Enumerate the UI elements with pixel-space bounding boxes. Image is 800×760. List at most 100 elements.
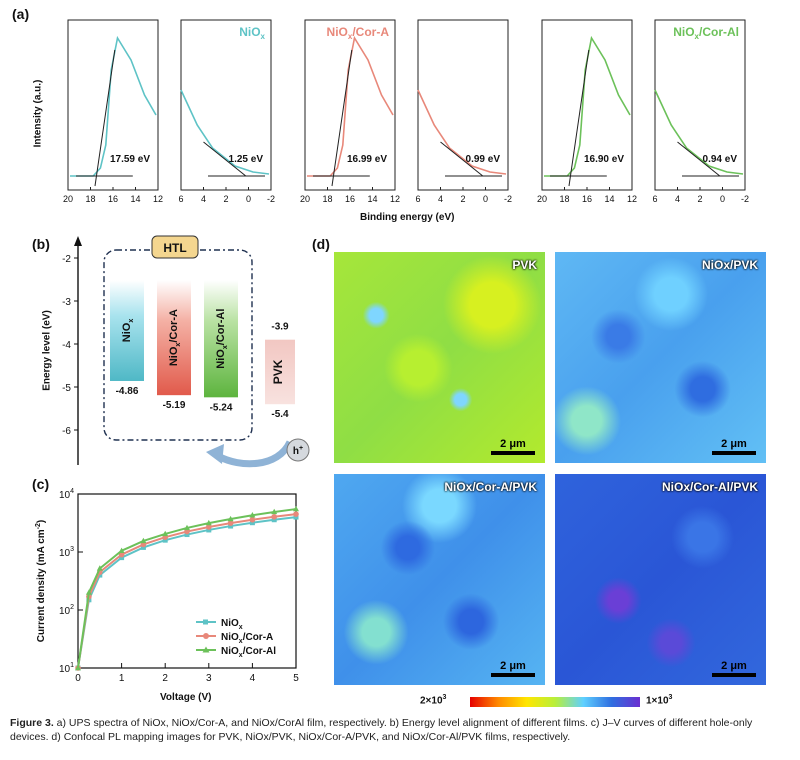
ups-curve [180,89,270,175]
jv-series-line [77,516,297,669]
jv-point [85,589,92,595]
ups-value-label: 16.99 eV [347,154,387,165]
ups-value-label: 0.94 eV [703,154,738,165]
ups-tick-label: 0 [246,194,251,204]
scale-bar: 2 μm [712,660,756,677]
ups-tick-label: 14 [130,194,140,204]
energy-bar [204,280,238,398]
energy-tick-label: -6 [62,426,71,437]
pvk-bar [265,339,295,405]
jv-point [249,520,255,526]
ups-curve [307,35,394,177]
ups-tick-label: 4 [675,194,680,204]
ups-tick-label: 20 [300,194,310,204]
ups-title: NiOx [239,25,265,41]
figure-caption: Figure 3. a) UPS spectra of NiOx, NiOx/C… [10,717,753,743]
ups-tick-label: 12 [627,194,637,204]
ups-fit-line [440,141,484,177]
ups-curve [70,35,157,177]
jv-point [96,565,103,571]
energy-bar-label: NiOx/Cor-A [168,309,182,366]
energy-bar-value: -5.24 [210,402,233,413]
jv-point [293,505,299,512]
ups-tick-label: 6 [178,194,183,204]
ups-tick-label: 20 [537,194,547,204]
ups-subplot: 6 4 2 0 -2 0.94 eV NiOx/Cor-Al [652,19,749,204]
ups-title: NiOx/Cor-Al [673,25,739,41]
jv-point [184,524,190,531]
pvk-label: PVK [271,359,285,384]
energy-tick-label: -5 [62,383,71,394]
ups-subplot: 20 18 16 14 12 17.59 eV [63,19,163,204]
ups-subplot: 6 4 2 0 -2 0.99 eV [415,19,512,204]
jv-ytick-label: 102 [59,604,74,617]
jv-point [228,523,234,529]
energy-bar-value: -5.19 [163,400,186,411]
pl-map-niox-cora-pvk: NiOx/Cor-A/PVK 2 μm [334,474,545,685]
jv-point [140,537,147,544]
ups-fit-line [677,141,721,177]
ups-subplot: 6 4 2 0 -2 1.25 eV NiOx [178,19,275,204]
ups-tick-label: 4 [201,194,206,204]
ups-tick-label: 6 [652,194,657,204]
jv-legend-marker [203,619,208,625]
htl-badge [151,235,199,259]
jv-ytick-label: 104 [59,488,74,501]
pl-map-niox-coral-pvk: NiOx/Cor-Al/PVK 2 μm [555,474,766,685]
ups-curve [417,89,507,175]
ups-tick-label: 14 [604,194,614,204]
jv-point [118,547,125,553]
jv-point [119,555,125,561]
ups-value-label: 16.90 eV [584,154,624,165]
jv-xtick-label: 1 [119,673,125,684]
energy-tick-label: -2 [62,254,71,265]
jv-point [271,513,278,520]
energy-diagram: -2 -3 -4 -5 -6 HTL NiOx -4.86 NiOx/Cor-A -5.19 NiO… [62,235,310,468]
jv-point [118,551,125,558]
ups-tick-label: -2 [504,194,512,204]
ups-subplot: 20 18 16 14 12 16.90 eV [537,19,637,204]
ups-tick-label: 2 [460,194,465,204]
jv-point [162,537,168,543]
pl-map-niox-pvk: NiOx/PVK 2 μm [555,252,766,463]
ups-tick-label: 0 [720,194,725,204]
energy-tick-label: -4 [62,340,71,351]
htl-badge-label: HTL [163,241,186,255]
colorbar-right-label: 1×103 [646,694,673,707]
jv-ytick-label: 103 [59,546,74,559]
jv-point [271,517,277,523]
ups-value-label: 1.25 eV [229,154,264,165]
jv-point [293,514,299,520]
ups-fit-line [203,141,247,177]
ups-tick-label: 4 [438,194,443,204]
hole-transfer-arrow [216,440,294,468]
jv-point [271,508,278,515]
ups-tick-label: 12 [390,194,400,204]
jv-point [75,664,81,671]
jv-point [206,524,212,530]
scale-bar: 2 μm [712,438,756,455]
jv-legend-label: NiOx [221,618,243,631]
jv-xtick-label: 3 [206,673,212,684]
ups-title: NiOx/Cor-A [327,25,390,41]
ups-tick-label: 18 [85,194,95,204]
jv-legend-marker [203,633,209,639]
ups-tick-label: 2 [223,194,228,204]
jv-xtick-label: 2 [162,673,168,684]
pl-label-niox-cora-pvk: NiOx/Cor-A/PVK [444,480,537,494]
jv-legend-marker [202,646,210,653]
jv-point [184,528,190,535]
jv-point [205,519,212,526]
jv-point [162,530,169,537]
scale-bar: 2 μm [491,660,535,677]
pl-map-pvk: PVK 2 μm [334,252,545,463]
ups-subplot: 20 18 16 14 12 16.99 eV NiOx/Cor-A [300,19,400,204]
panel-a-xlabel: Binding energy (eV) [360,212,455,223]
jv-xtick-label: 5 [293,673,299,684]
hole-circle [286,438,310,462]
energy-bar-label: NiOx/Cor-Al [215,309,229,369]
energy-tick-label: -3 [62,297,71,308]
ups-tick-label: 12 [153,194,163,204]
pl-label-pvk: PVK [512,258,537,272]
